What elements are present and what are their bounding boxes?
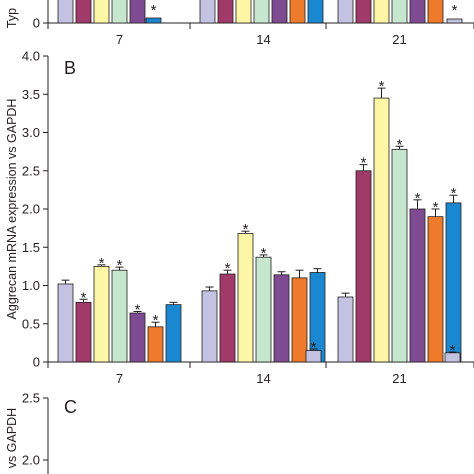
bar: [446, 18, 463, 24]
significance-star: *: [379, 78, 385, 95]
significance-star: *: [450, 342, 456, 359]
bar: [307, 0, 324, 24]
panel-b: 0 0.5 1.0 1.5 2.0 2.5 3.0 3.5 4.0 7 14 21 B Aggrecan …: [5, 49, 474, 386]
x-category-label: 14: [256, 32, 270, 47]
y-axis-label: Aggrecan mRNA expression vs GAPDH: [5, 99, 19, 320]
bar: [427, 0, 444, 24]
significance-star: *: [151, 2, 157, 19]
significance-star: *: [451, 185, 457, 202]
y-axis-label: Typ: [5, 8, 19, 28]
y-axis-label: vs GAPDH: [5, 408, 19, 468]
bar: [75, 0, 92, 24]
panel-c: 2.5 2.0 Cvs GAPDH: [5, 391, 77, 474]
bar: [427, 216, 444, 363]
x-category-label: 7: [116, 371, 123, 386]
x-category-label: 21: [392, 32, 406, 47]
bar: [373, 0, 390, 24]
bar: [93, 265, 110, 363]
significance-star: *: [117, 257, 123, 274]
significance-star: *: [243, 221, 249, 238]
y-tick-label: 0.5: [22, 316, 40, 331]
bar: [129, 312, 146, 363]
bar: [57, 283, 74, 363]
significance-star: *: [433, 199, 439, 216]
bar: [111, 269, 128, 363]
bar: [355, 170, 372, 363]
significance-star: *: [81, 289, 87, 306]
y-tick-label: 1.0: [22, 278, 40, 293]
bar: [237, 233, 254, 363]
x-category-label: 21: [392, 371, 406, 386]
y-tick-label: 2.0: [22, 202, 40, 217]
bar: [409, 208, 426, 363]
y-tick-label: 2.0: [22, 453, 40, 468]
bar: [391, 148, 408, 363]
significance-star: *: [311, 339, 317, 356]
bar: [337, 0, 354, 24]
significance-star: *: [225, 260, 231, 277]
bar: [129, 0, 146, 24]
y-tick-label: 3.0: [22, 125, 40, 140]
y-tick-label: 1.5: [22, 240, 40, 255]
bar: [409, 0, 426, 24]
significance-star: *: [361, 155, 367, 172]
significance-star: *: [261, 245, 267, 262]
bar: [93, 0, 110, 24]
y-tick-label: 3.5: [22, 87, 40, 102]
bar: [255, 256, 272, 363]
bar: [337, 296, 354, 363]
bar: [289, 0, 306, 24]
y-tick-label: 0: [33, 16, 40, 31]
bar: [271, 0, 288, 24]
bar: [235, 0, 252, 24]
panel-a: 0 7 14 21 Typ * *: [5, 0, 474, 47]
bar: [75, 301, 92, 363]
bar: [355, 0, 372, 24]
bar: [111, 0, 128, 24]
panel-label: C: [64, 397, 77, 417]
y-tick-label: 2.5: [22, 391, 40, 406]
y-tick-label: 4.0: [22, 49, 40, 64]
x-category-label: 7: [116, 32, 123, 47]
panel-label: B: [64, 58, 76, 78]
bar: [147, 326, 164, 363]
significance-star: *: [397, 136, 403, 153]
bar: [145, 17, 162, 24]
bar: [199, 0, 216, 24]
x-category-label: 14: [256, 371, 270, 386]
bar: [391, 0, 408, 24]
significance-star: *: [452, 2, 458, 19]
bar: [273, 274, 290, 363]
bar: [201, 290, 218, 363]
bar: [217, 0, 234, 24]
significance-star: *: [415, 190, 421, 207]
bar: [57, 0, 74, 24]
bar: [445, 202, 462, 363]
bar: [291, 277, 308, 363]
significance-star: *: [135, 302, 141, 319]
significance-star: *: [99, 255, 105, 272]
y-tick-label: 0: [33, 355, 40, 370]
significance-star: *: [153, 312, 159, 329]
y-tick-label: 2.5: [22, 163, 40, 178]
bar: [165, 304, 182, 363]
bar: [219, 273, 236, 363]
bar: [253, 0, 270, 24]
bar: [373, 97, 390, 363]
